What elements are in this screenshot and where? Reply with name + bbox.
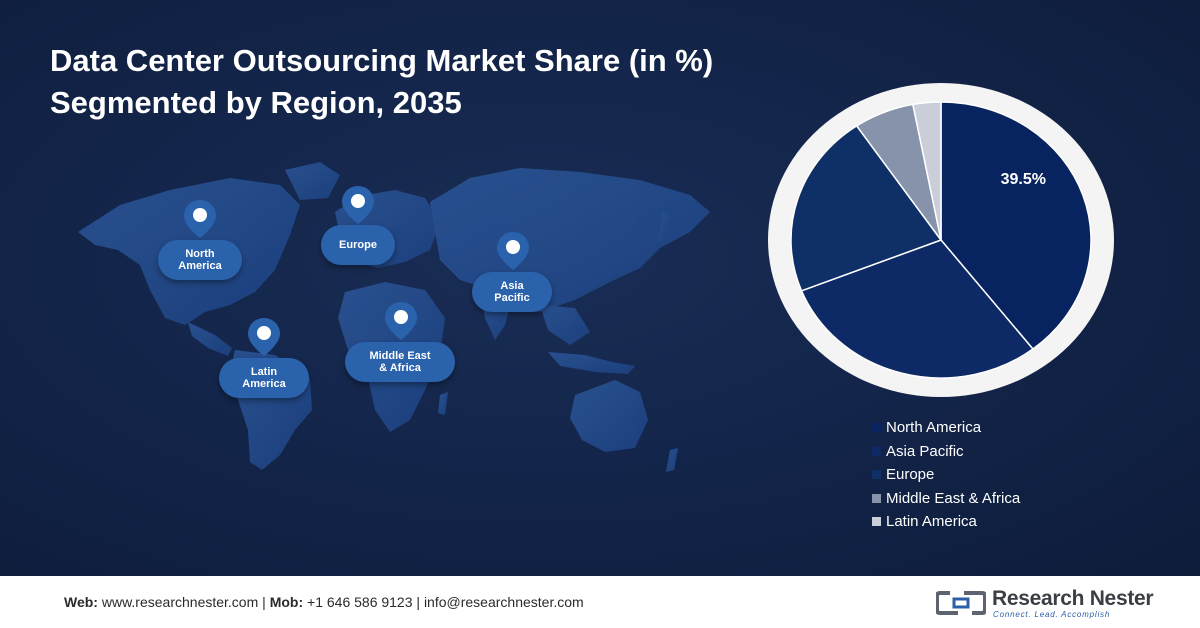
new-zealand-shape (666, 448, 678, 472)
legend-label: Europe (886, 466, 935, 484)
chart-title-line1: Data Center Outsourcing Market Share (in… (50, 43, 714, 78)
legend-item: North America (872, 416, 1020, 440)
separator: | (262, 594, 270, 610)
middle-east-africa-pin-icon (385, 302, 417, 340)
pie-slice-europe (790, 124, 943, 292)
southeast-asia-shape (540, 305, 590, 345)
indonesia-shape (548, 352, 635, 374)
latin-america-pin-icon (248, 318, 280, 356)
legend-swatch (872, 446, 881, 456)
europe-pin-icon (342, 186, 374, 224)
map-label-asia-pacific: Asia Pacific (472, 272, 552, 312)
map-label-line2: America (242, 378, 286, 390)
map-label-line1: North (185, 248, 215, 260)
central-america-shape (188, 322, 232, 356)
legend-swatch (872, 470, 881, 480)
pie-slice-latin-america (911, 101, 942, 241)
legend-item: Latin America (872, 510, 1020, 534)
pie-slice-north-america (940, 101, 1092, 351)
chart-title: Data Center Outsourcing Market Share (in… (50, 40, 713, 124)
legend-swatch (872, 493, 881, 503)
brand-tagline: Connect. Lead. Accomplish (993, 610, 1111, 619)
map-label-line1: Asia (500, 280, 524, 292)
separator: | (416, 594, 424, 610)
map-label-north-america: North America (158, 240, 242, 280)
mob-label: Mob: (269, 594, 304, 610)
web-label: Web: (64, 594, 98, 610)
map-label-line2: America (178, 260, 222, 272)
north-america-pin-icon (184, 200, 216, 238)
legend-item: Asia Pacific (872, 440, 1020, 464)
australia-shape (570, 380, 648, 452)
chart-title-line2: Segmented by Region, 2035 (50, 85, 462, 120)
pie-data-label: 39.5% (1001, 171, 1046, 188)
pie-slice-asia-pacific (800, 239, 1035, 379)
madagascar-shape (438, 392, 448, 415)
email-link[interactable]: info@researchnester.com (423, 594, 584, 610)
contact-info: Web: www.researchnester.com | Mob: +1 64… (64, 594, 584, 610)
map-label-line2: Pacific (494, 292, 530, 304)
chart-legend: North America Asia Pacific Europe Middle Ea… (872, 416, 1020, 534)
map-label-line1: Europe (339, 239, 377, 251)
legend-label: Latin America (886, 513, 977, 531)
legend-item: Middle East & Africa (872, 487, 1020, 511)
map-label-latin-america: Latin America (219, 358, 309, 398)
greenland-shape (285, 162, 340, 200)
brand-name: Research Nester (992, 587, 1154, 610)
asia-pacific-pin-icon (497, 232, 529, 270)
map-label-europe: Europe (321, 225, 395, 265)
footer: Web: www.researchnester.com | Mob: +1 64… (0, 576, 1200, 628)
japan-shape (658, 212, 672, 244)
legend-swatch (872, 517, 881, 527)
legend-label: Asia Pacific (886, 442, 964, 460)
legend-item: Europe (872, 463, 1020, 487)
map-label-line1: Middle East (369, 350, 431, 362)
website-link[interactable]: www.researchnester.com (101, 594, 259, 610)
legend-label: Middle East & Africa (886, 489, 1021, 507)
map-label-middle-east-africa: Middle East & Africa (345, 342, 455, 382)
research-nester-logo-icon (936, 591, 986, 615)
legend-swatch (872, 423, 881, 433)
map-label-line1: Latin (250, 366, 278, 378)
map-label-line2: & Africa (379, 362, 421, 374)
pie-chart: 39.5% (790, 101, 1092, 379)
legend-label: North America (886, 419, 982, 437)
phone-number[interactable]: +1 646 586 9123 (307, 594, 413, 610)
infographic-panel: Data Center Outsourcing Market Share (in… (0, 0, 1200, 576)
